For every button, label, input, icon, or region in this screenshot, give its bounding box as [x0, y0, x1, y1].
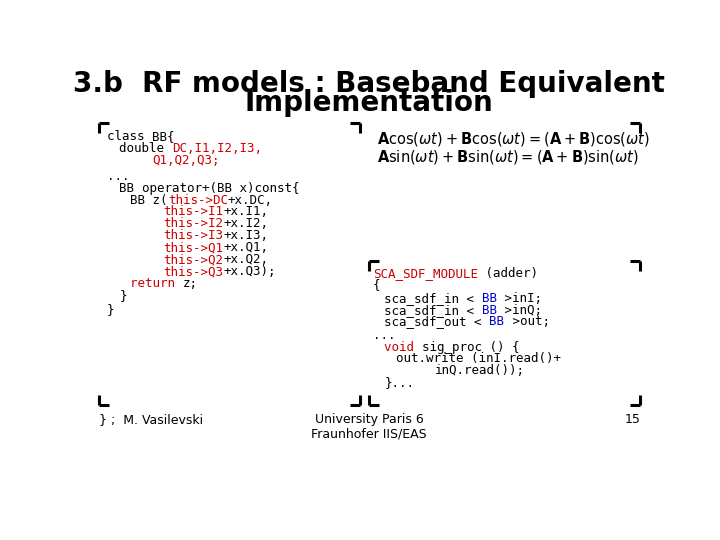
Text: +x.Q1,: +x.Q1, [224, 241, 269, 254]
Text: return: return [130, 277, 183, 290]
Text: sca_sdf_out <: sca_sdf_out < [384, 315, 490, 328]
Text: Implementation: Implementation [245, 89, 493, 117]
Text: University Paris 6
Fraunhofer IIS/EAS: University Paris 6 Fraunhofer IIS/EAS [311, 413, 427, 441]
Text: BB{: BB{ [152, 130, 174, 143]
Text: ...: ... [107, 170, 130, 183]
Text: }: } [107, 303, 114, 316]
Text: sca_sdf_in <: sca_sdf_in < [384, 292, 482, 305]
Text: class: class [107, 130, 152, 143]
Text: +x.I3,: +x.I3, [224, 230, 269, 242]
Text: inQ.read());: inQ.read()); [435, 364, 525, 377]
Text: +x.Q2,: +x.Q2, [224, 253, 269, 266]
Text: BB: BB [482, 303, 497, 316]
Text: +x.I2,: +x.I2, [224, 218, 269, 231]
Text: this->Q2: this->Q2 [163, 253, 224, 266]
Text: >inQ;: >inQ; [497, 303, 542, 316]
Text: (adder): (adder) [478, 267, 538, 280]
Text: >inI;: >inI; [497, 292, 542, 305]
Text: +x.I1,: +x.I1, [224, 205, 269, 219]
Text: }...: }... [384, 376, 415, 389]
Text: z;: z; [183, 277, 198, 290]
Text: out.write (inI.read()+: out.write (inI.read()+ [396, 353, 561, 366]
Text: SCA_SDF_MODULE: SCA_SDF_MODULE [373, 267, 478, 280]
Text: BB: BB [482, 292, 497, 305]
Text: BB: BB [490, 315, 505, 328]
Text: this->Q3: this->Q3 [163, 265, 224, 278]
Text: BB z(: BB z( [130, 193, 168, 206]
Text: DC,I1,I2,I3,: DC,I1,I2,I3, [172, 142, 262, 155]
Text: operator+(BB x)const{: operator+(BB x)const{ [142, 181, 300, 194]
Text: }: } [120, 289, 127, 302]
Text: +x.DC,: +x.DC, [228, 193, 273, 206]
Text: } ;  M. Vasilevski: } ; M. Vasilevski [99, 413, 204, 426]
Text: ...: ... [373, 329, 395, 342]
Text: double: double [120, 142, 172, 155]
Text: {: { [373, 279, 380, 292]
Text: this->I3: this->I3 [163, 230, 224, 242]
Text: $\mathbf{A}\cos(\omega t)+\mathbf{B}\cos(\omega t)=(\mathbf{A}+\mathbf{B})\cos(\: $\mathbf{A}\cos(\omega t)+\mathbf{B}\cos… [377, 130, 649, 148]
Text: this->I2: this->I2 [163, 218, 224, 231]
Text: this->DC: this->DC [168, 193, 228, 206]
Text: 15: 15 [624, 413, 640, 426]
Text: this->Q1: this->Q1 [163, 241, 224, 254]
Text: >out;: >out; [505, 315, 549, 328]
Text: Q1,Q2,Q3;: Q1,Q2,Q3; [152, 154, 220, 167]
Text: sca_sdf_in <: sca_sdf_in < [384, 303, 482, 316]
Text: BB: BB [120, 181, 142, 194]
Text: +x.Q3);: +x.Q3); [224, 265, 276, 278]
Text: this->I1: this->I1 [163, 205, 224, 219]
Text: sig_proc () {: sig_proc () { [422, 341, 520, 354]
Text: $\mathbf{A}\sin(\omega t)+\mathbf{B}\sin(\omega t)=(\mathbf{A}+\mathbf{B})\sin(\: $\mathbf{A}\sin(\omega t)+\mathbf{B}\sin… [377, 148, 639, 166]
Text: void: void [384, 341, 422, 354]
Text: 3.b  RF models : Baseband Equivalent: 3.b RF models : Baseband Equivalent [73, 70, 665, 98]
